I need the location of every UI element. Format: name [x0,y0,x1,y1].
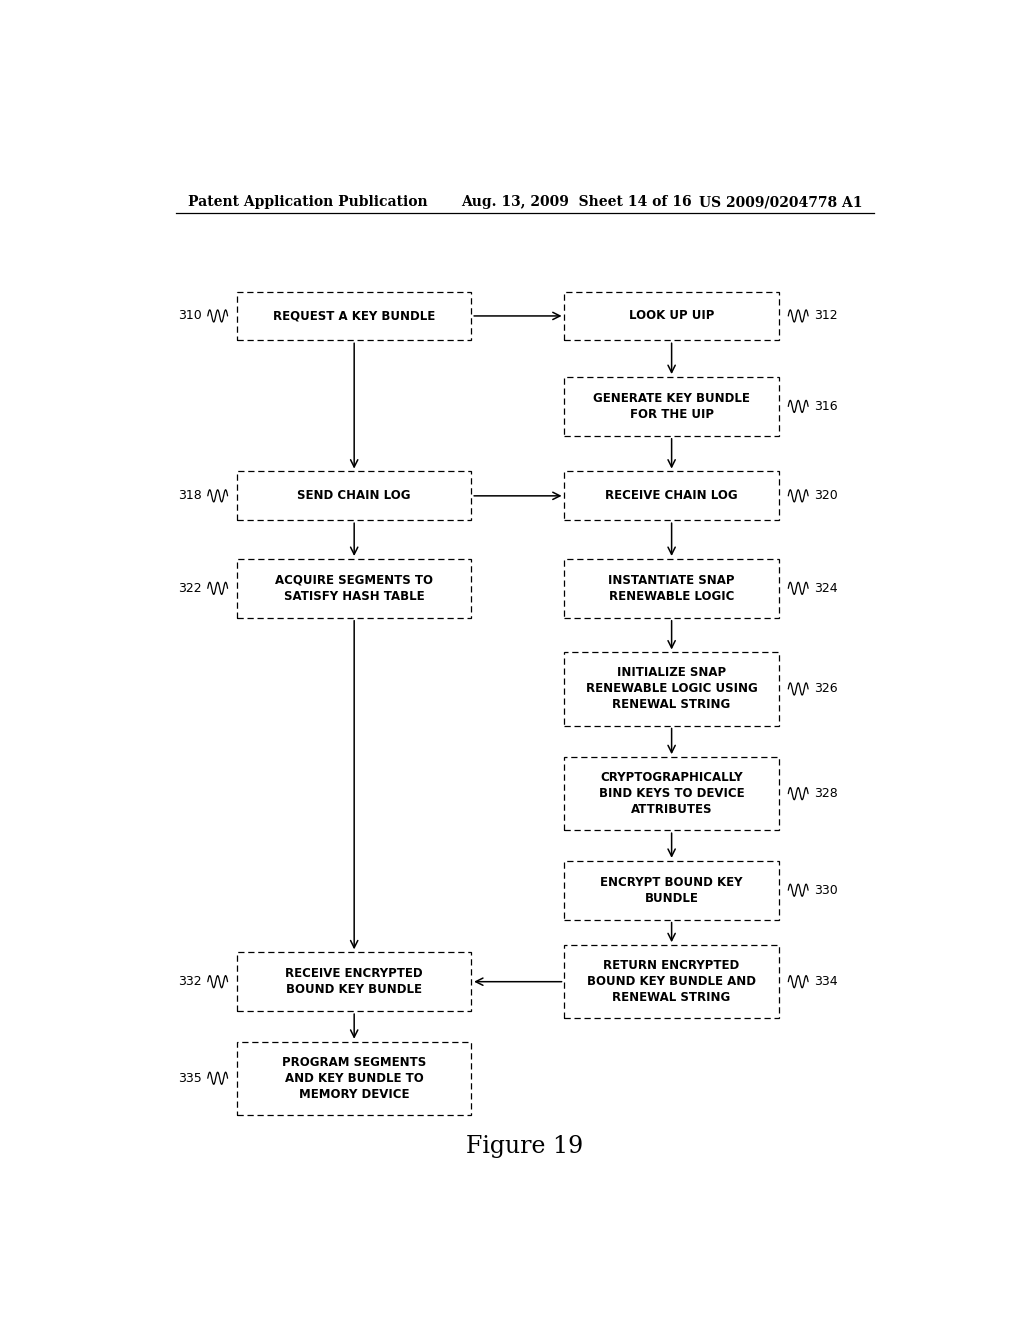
Text: Patent Application Publication: Patent Application Publication [187,195,427,209]
FancyBboxPatch shape [564,758,779,830]
Text: LOOK UP UIP: LOOK UP UIP [629,309,715,322]
Text: Figure 19: Figure 19 [466,1135,584,1158]
Text: 326: 326 [814,682,838,696]
Text: INSTANTIATE SNAP
RENEWABLE LOGIC: INSTANTIATE SNAP RENEWABLE LOGIC [608,574,735,603]
Text: 312: 312 [814,309,838,322]
FancyBboxPatch shape [238,471,471,520]
FancyBboxPatch shape [564,292,779,341]
Text: CRYPTOGRAPHICALLY
BIND KEYS TO DEVICE
ATTRIBUTES: CRYPTOGRAPHICALLY BIND KEYS TO DEVICE AT… [599,771,744,816]
Text: PROGRAM SEGMENTS
AND KEY BUNDLE TO
MEMORY DEVICE: PROGRAM SEGMENTS AND KEY BUNDLE TO MEMOR… [282,1056,426,1101]
FancyBboxPatch shape [238,292,471,341]
Text: 310: 310 [177,309,202,322]
Text: RECEIVE CHAIN LOG: RECEIVE CHAIN LOG [605,490,738,503]
Text: US 2009/0204778 A1: US 2009/0204778 A1 [699,195,863,209]
FancyBboxPatch shape [564,558,779,618]
Text: 335: 335 [177,1072,202,1085]
Text: ACQUIRE SEGMENTS TO
SATISFY HASH TABLE: ACQUIRE SEGMENTS TO SATISFY HASH TABLE [275,574,433,603]
FancyBboxPatch shape [238,1041,471,1115]
FancyBboxPatch shape [238,952,471,1011]
Text: SEND CHAIN LOG: SEND CHAIN LOG [297,490,411,503]
FancyBboxPatch shape [238,558,471,618]
Text: RETURN ENCRYPTED
BOUND KEY BUNDLE AND
RENEWAL STRING: RETURN ENCRYPTED BOUND KEY BUNDLE AND RE… [587,960,756,1005]
FancyBboxPatch shape [564,861,779,920]
FancyBboxPatch shape [564,378,779,436]
FancyBboxPatch shape [564,471,779,520]
Text: 330: 330 [814,883,839,896]
Text: 322: 322 [178,582,202,595]
Text: RECEIVE ENCRYPTED
BOUND KEY BUNDLE: RECEIVE ENCRYPTED BOUND KEY BUNDLE [286,968,423,997]
Text: REQUEST A KEY BUNDLE: REQUEST A KEY BUNDLE [273,309,435,322]
Text: 324: 324 [814,582,838,595]
Text: 316: 316 [814,400,838,413]
FancyBboxPatch shape [564,945,779,1018]
Text: GENERATE KEY BUNDLE
FOR THE UIP: GENERATE KEY BUNDLE FOR THE UIP [593,392,750,421]
Text: 320: 320 [814,490,839,503]
Text: 332: 332 [178,975,202,989]
Text: 334: 334 [814,975,838,989]
Text: INITIALIZE SNAP
RENEWABLE LOGIC USING
RENEWAL STRING: INITIALIZE SNAP RENEWABLE LOGIC USING RE… [586,667,758,711]
Text: Aug. 13, 2009  Sheet 14 of 16: Aug. 13, 2009 Sheet 14 of 16 [461,195,692,209]
Text: 318: 318 [177,490,202,503]
Text: ENCRYPT BOUND KEY
BUNDLE: ENCRYPT BOUND KEY BUNDLE [600,875,742,904]
Text: 328: 328 [814,787,839,800]
FancyBboxPatch shape [564,652,779,726]
